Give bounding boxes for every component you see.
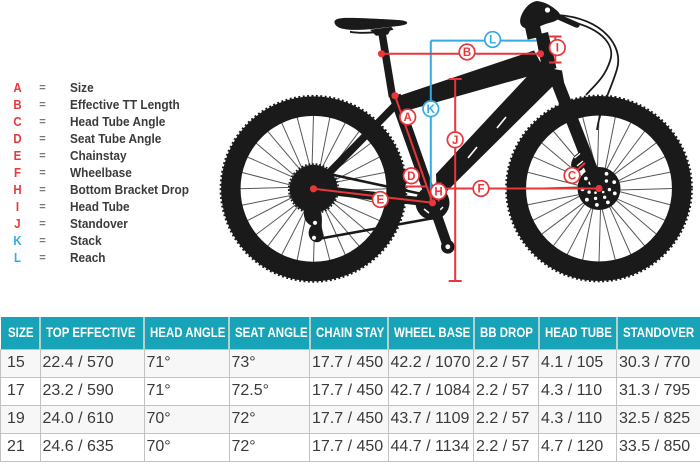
svg-text:H: H (434, 187, 442, 199)
svg-text:F: F (477, 184, 484, 196)
svg-text:A: A (404, 112, 412, 124)
svg-text:K: K (427, 104, 436, 116)
svg-text:C: C (568, 171, 576, 183)
svg-text:L: L (489, 35, 496, 47)
svg-text:J: J (452, 135, 458, 147)
svg-text:E: E (376, 195, 384, 207)
svg-text:D: D (407, 171, 415, 183)
svg-text:I: I (556, 43, 559, 55)
svg-text:B: B (463, 47, 471, 59)
